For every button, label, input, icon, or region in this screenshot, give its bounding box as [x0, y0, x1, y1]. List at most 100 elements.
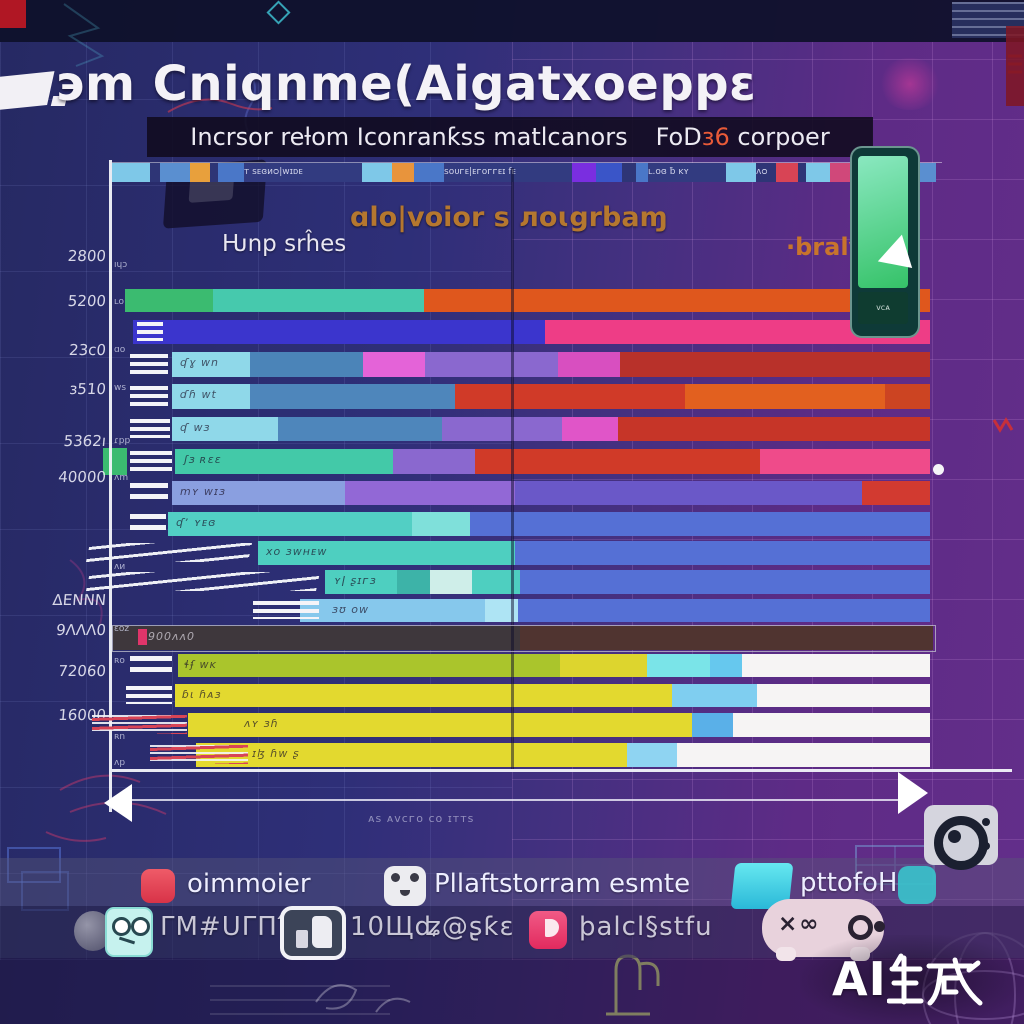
axis-sub-label: ɑᴏ	[114, 345, 126, 355]
bar-label: xᴏ ɜᴡʜᴇᴡ	[266, 545, 328, 558]
top-left-red-square	[0, 0, 26, 28]
bar-label: ʌʏ ɜɦ	[244, 717, 279, 730]
bar-segment	[393, 449, 475, 474]
bar-segment	[178, 654, 560, 677]
strip-segment	[636, 163, 648, 182]
bar-label: ɬʄ ᴡᴋ	[184, 658, 217, 671]
axis-sub-label: ıɥɔ	[114, 260, 128, 270]
axis-sub-label: ʌm	[114, 473, 129, 483]
robot-eye	[131, 917, 150, 936]
axis-sub-label: ʀᴏ	[114, 656, 125, 666]
bar-segment	[677, 743, 930, 767]
bar-segment	[113, 626, 520, 650]
panda-mouth	[400, 890, 410, 896]
legend-icon-red-square[interactable]	[141, 869, 175, 903]
spark-mark	[138, 629, 147, 645]
camera-lens-dot	[948, 830, 961, 843]
bar-label: ʃɜ ʀɛɛ	[184, 453, 222, 466]
bar-segment	[733, 713, 930, 737]
strip-segment	[414, 163, 444, 182]
watermark-cjk-glyphs	[886, 953, 983, 1006]
panda-eye	[391, 873, 400, 882]
phone-caption: ᴠᴄᴀ	[858, 292, 908, 324]
bar-segment	[175, 449, 393, 474]
strip-segment: ᴛ sᴇɞᴎᴑ|ᴡɪᴅᴇ	[244, 163, 362, 182]
bar-frame	[112, 625, 936, 652]
bar-segment	[620, 352, 930, 377]
strip-segment	[218, 163, 244, 182]
bar-label: ɜʊ ᴏᴡ	[332, 603, 370, 616]
lines-icon	[137, 322, 163, 341]
bar-label: ɪɮ ɦᴡ ʂ	[252, 747, 300, 760]
bar-segment	[172, 384, 250, 409]
scroll-left-arrow[interactable]	[104, 784, 132, 822]
axis-sub-label: ʟᴏ	[114, 297, 125, 307]
bar-segment	[692, 713, 733, 737]
bar-segment	[424, 289, 930, 312]
lines-icon	[126, 686, 172, 704]
phone-screen	[858, 156, 908, 288]
axis-tick-label: 2800	[67, 247, 107, 265]
axis-tick-label: 5200	[67, 292, 107, 310]
bar-label: mʏ ᴡɪɜ	[180, 485, 227, 498]
bar-segment	[430, 570, 472, 594]
subtitle-part-3: ɜ6	[701, 123, 730, 151]
strip-segment	[596, 163, 622, 182]
legend-label: ϸalcl§stfu	[579, 912, 713, 942]
bar-segment	[757, 684, 930, 707]
bar-segment	[213, 289, 424, 312]
chart-inner-title: ɑlo|voior s ᴫoɩgrbaɱ	[350, 202, 668, 233]
bar-label: 900ʌʌ0	[148, 630, 196, 643]
axis-tick-label: ɜ510	[68, 380, 107, 398]
bar-segment	[862, 481, 930, 505]
bar-label: ʠɣ ᴡn	[180, 356, 220, 369]
lines2-icon	[130, 656, 172, 674]
bar-segment	[742, 654, 930, 677]
legend-label: ΓΜ#UΓΠΈ	[160, 912, 299, 942]
robot-face-icon[interactable]	[105, 907, 153, 957]
bar-segment	[278, 417, 442, 441]
bar-segment	[175, 684, 672, 707]
phone-icon[interactable]: ᴠᴄᴀ	[850, 146, 920, 338]
bar-segment	[345, 481, 515, 505]
scroll-right-arrow[interactable]	[898, 772, 928, 814]
strip-segment	[776, 163, 798, 182]
white-rounded-rect-icon[interactable]	[280, 906, 346, 960]
pink-square-icon[interactable]	[529, 911, 567, 949]
bar-segment	[560, 654, 647, 677]
watermark-latin: AI	[832, 952, 887, 1006]
top-dark-band	[0, 0, 1024, 42]
top-segment-strip: ᴛ sᴇɞᴎᴑ|ᴡɪᴅᴇ sᴏᴜᴦᴇ|ᴇᴦᴏᴦᴦᴇɪ fᴇ ʟ.ᴏɞ ƀ ᴋʏ ᴧᴑ	[112, 162, 942, 182]
axis-sub-label: ʌᴎ	[114, 562, 126, 572]
bar-segment	[442, 417, 562, 441]
bar-segment	[250, 352, 363, 377]
subtitle-part-1: Incrsor reƚom Iconranƙss matlcanors	[190, 123, 628, 151]
bar-segment	[470, 512, 930, 536]
lines-icon	[253, 601, 319, 619]
bar-label: ʠ ᴡɜ	[180, 421, 211, 434]
panda-face-icon[interactable]	[384, 866, 426, 906]
y-axis-line	[109, 160, 112, 812]
camera-lens	[934, 816, 988, 870]
camera-dot	[982, 842, 990, 850]
axis-sub-label: ɾpp	[114, 436, 131, 446]
lines-icon	[130, 419, 170, 438]
bar-label: ɗɦ ᴡt	[180, 388, 217, 401]
axis-tick-label: 23ᴄ0	[68, 341, 107, 359]
bar-segment	[475, 449, 760, 474]
strip-segment	[160, 163, 190, 182]
bar-label: ʠʼ ʏᴇɞ	[176, 516, 217, 529]
white-dot	[933, 464, 944, 475]
bar-segment	[710, 654, 742, 677]
camera-icon[interactable]	[924, 805, 998, 870]
bar-label: ʏǀ ʂɪᴦɜ	[334, 574, 377, 587]
bar-segment	[627, 743, 677, 767]
legend-label: Pllaftstorram esmte	[434, 869, 691, 899]
lines-icon	[130, 354, 168, 374]
axis-tick-label: 5362ı	[62, 432, 107, 450]
axis-sub-label: ɛᴏz	[114, 624, 130, 634]
center-gridline	[511, 168, 514, 769]
bar-segment	[485, 599, 518, 622]
axis-sub-label: ᴡs	[114, 383, 127, 393]
